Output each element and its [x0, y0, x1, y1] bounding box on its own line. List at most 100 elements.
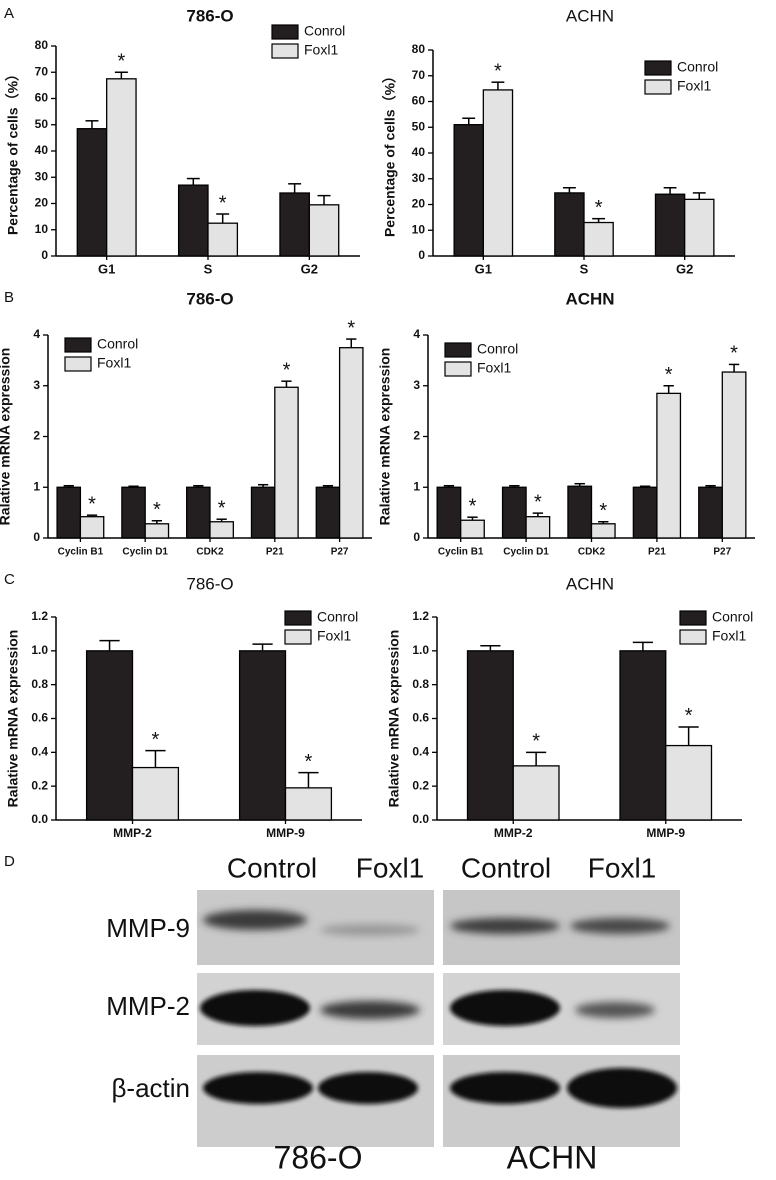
- legend-swatch: [64, 337, 92, 353]
- blot-row-label: MMP-2: [106, 991, 190, 1021]
- significance-label: *: [534, 491, 542, 513]
- legend-swatch: [644, 60, 672, 76]
- x-tick-label: MMP-9: [646, 826, 685, 840]
- legend-label: Foxl1: [317, 628, 351, 644]
- bar: [654, 193, 686, 257]
- bar: [453, 124, 484, 257]
- y-tick-label: 0.4: [31, 745, 48, 759]
- bar: [250, 486, 276, 539]
- blot-band: [575, 1002, 655, 1018]
- x-tick-label: Cyclin B1: [438, 547, 484, 558]
- x-tick-label: P27: [713, 547, 731, 558]
- legend-swatch: [444, 342, 472, 358]
- panel-label: C: [4, 571, 15, 588]
- bar: [436, 486, 462, 539]
- bar: [131, 766, 180, 821]
- bar: [76, 128, 108, 257]
- y-tick-label: 0: [413, 530, 420, 544]
- significance-label: *: [665, 364, 673, 386]
- bar: [721, 371, 747, 539]
- y-tick-label: 0.6: [31, 711, 48, 725]
- legend-swatch: [64, 356, 92, 372]
- bar: [698, 486, 723, 539]
- legend-swatch: [271, 43, 299, 59]
- bar: [177, 184, 209, 257]
- significance-label: *: [599, 500, 607, 522]
- blot-row-label: β-actin: [111, 1073, 190, 1103]
- blot-column-label: Control: [461, 852, 551, 883]
- y-tick-label: 40: [412, 145, 426, 159]
- legend-swatch: [444, 361, 472, 377]
- blot-band: [203, 1072, 313, 1104]
- y-tick-label: 30: [35, 169, 49, 183]
- y-tick-label: 0.2: [412, 778, 429, 792]
- y-tick-label: 4: [33, 327, 40, 341]
- y-tick-label: 3: [413, 378, 420, 392]
- chart: ACHN Ralative mRNA expression 0 1 2 3 4 Cyclin …: [377, 289, 755, 558]
- bar: [284, 787, 333, 821]
- y-tick-label: 0.0: [31, 812, 48, 826]
- y-tick-label: 40: [35, 143, 49, 157]
- y-axis-label: Percentage of cells（%）: [382, 69, 398, 237]
- y-axis-label: Ralative mRNA expression: [0, 348, 13, 526]
- x-tick-label: G2: [301, 261, 318, 276]
- y-tick-label: 4: [413, 327, 420, 341]
- blot-band: [450, 918, 560, 934]
- significance-label: *: [494, 60, 502, 82]
- bar: [207, 222, 239, 257]
- y-axis-label: Ralative mRNA expression: [377, 348, 393, 526]
- legend-label: Conrol: [304, 23, 345, 39]
- x-tick-label: P21: [648, 547, 666, 558]
- y-tick-label: 1.0: [31, 643, 48, 657]
- bar: [501, 486, 527, 539]
- bar: [338, 347, 364, 539]
- bar: [238, 650, 287, 821]
- y-tick-label: 70: [35, 64, 49, 78]
- bar: [525, 516, 551, 539]
- chart-title: 786-O: [186, 6, 233, 25]
- significance-label: *: [730, 343, 738, 365]
- x-tick-label: P27: [331, 547, 349, 558]
- x-tick-label: S: [580, 261, 589, 276]
- legend-label: Foxl1: [677, 78, 711, 94]
- x-tick-label: MMP-9: [266, 826, 305, 840]
- x-tick-label: Cyclin D1: [503, 547, 549, 558]
- bar: [209, 521, 234, 539]
- legend-swatch: [679, 610, 707, 626]
- y-tick-label: 2: [33, 429, 40, 443]
- y-tick-label: 0.6: [412, 711, 429, 725]
- legend-label: Foxl1: [712, 628, 746, 644]
- bar: [590, 523, 616, 539]
- bar: [554, 192, 585, 257]
- y-tick-label: 50: [412, 119, 426, 133]
- panel-label: A: [4, 5, 14, 22]
- y-tick-label: 0: [418, 248, 425, 262]
- chart-title: 786-O: [186, 574, 233, 593]
- y-tick-label: 1.2: [31, 609, 48, 623]
- y-tick-label: 20: [35, 196, 49, 210]
- significance-label: *: [88, 493, 96, 515]
- bar: [482, 89, 514, 257]
- x-tick-label: S: [204, 261, 213, 276]
- y-tick-label: 80: [412, 42, 426, 56]
- bar: [186, 486, 211, 539]
- y-tick-label: 0: [33, 530, 40, 544]
- bar: [684, 198, 715, 257]
- y-tick-label: 0: [41, 248, 48, 262]
- y-tick-label: 2: [413, 429, 420, 443]
- y-tick-label: 80: [35, 38, 49, 52]
- significance-label: *: [153, 499, 161, 521]
- bar: [583, 221, 614, 257]
- blot-band: [203, 910, 307, 930]
- y-tick-label: 0.2: [31, 778, 48, 792]
- significance-label: *: [595, 197, 603, 219]
- y-tick-label: 50: [35, 117, 49, 131]
- x-tick-label: G2: [676, 261, 693, 276]
- legend-label: Conrol: [712, 609, 753, 625]
- bar: [85, 650, 134, 821]
- chart-title: ACHN: [566, 574, 614, 593]
- y-tick-label: 0.8: [412, 677, 429, 691]
- chart: 786-O Ralative mRNA expression 0.0 0.2 0.4 0.…: [5, 574, 362, 840]
- y-tick-label: 60: [412, 94, 426, 108]
- legend-label: Foxl1: [304, 42, 338, 58]
